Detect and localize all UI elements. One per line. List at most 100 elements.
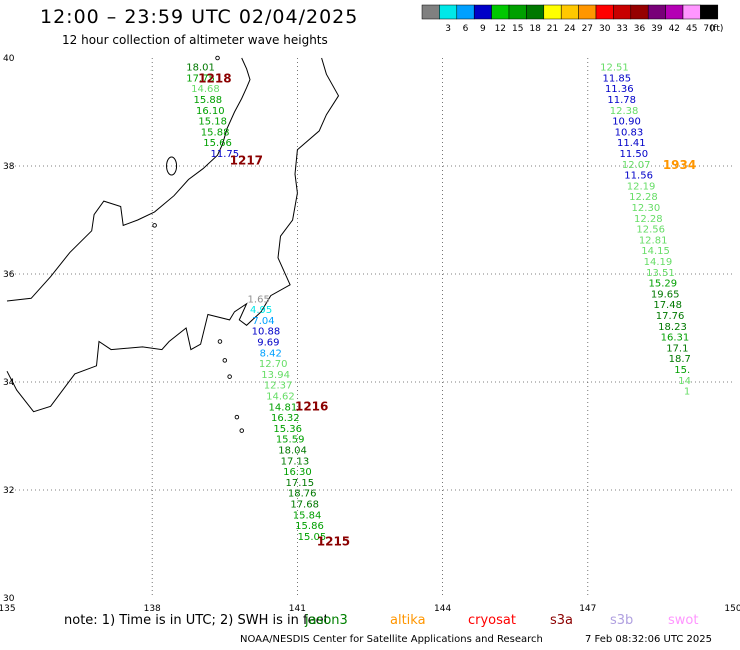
wave-height-reading: 15.36 <box>273 424 302 435</box>
wave-height-reading: 15.88 <box>194 95 223 106</box>
wave-height-reading: 10.90 <box>612 117 641 128</box>
wave-height-reading: 15.84 <box>293 510 322 521</box>
wave-height-reading: 12.51 <box>600 63 629 74</box>
wave-height-reading: 17.68 <box>290 500 319 511</box>
altimeter-pass-1218: 18.0117.7514.6815.8816.1015.1815.8815.66… <box>186 63 239 160</box>
altimeter-pass-1934: 12.5111.8511.3611.7812.3810.9010.8311.41… <box>600 63 691 398</box>
mission-label-s3a: s3a <box>550 613 574 628</box>
wave-height-reading: 18.23 <box>658 322 687 333</box>
altimeter-pass-1216: 1.654.957.0410.889.698.4212.7013.9412.37… <box>248 294 327 543</box>
wave-height-reading: 12.38 <box>610 106 639 117</box>
wave-height-reading: 17.13 <box>281 456 310 467</box>
wave-height-reading: 15.59 <box>276 435 305 446</box>
wave-height-reading: 14.15 <box>641 246 670 257</box>
wave-height-reading: 18.7 <box>669 354 691 365</box>
wave-height-reading: 18.01 <box>186 63 215 74</box>
coastline-east <box>6 57 340 413</box>
wave-height-reading: 16.32 <box>271 413 300 424</box>
legend-tick-label: 9 <box>480 24 486 34</box>
legend-unit: (ft) <box>710 24 724 34</box>
wave-height-reading: 16.30 <box>283 467 312 478</box>
wave-height-reading: 9.69 <box>257 338 279 349</box>
wave-height-reading: 16.10 <box>196 106 225 117</box>
legend-swatch <box>700 4 719 20</box>
wave-height-reading: 11.50 <box>619 149 648 160</box>
page-title: 12:00 – 23:59 UTC 02/04/2025 <box>40 6 359 28</box>
lat-tick-label: 34 <box>3 378 15 388</box>
wave-height-reading: 14.81 <box>269 402 298 413</box>
pass-id-label: 1216 <box>295 399 328 413</box>
mission-label-altika: altika <box>390 613 426 628</box>
island-outline <box>215 55 220 61</box>
lon-tick-label: 144 <box>434 604 451 614</box>
wave-height-reading: 15.88 <box>201 127 230 138</box>
wave-height-reading: 11.41 <box>617 138 646 149</box>
legend-tick-label: 33 <box>616 24 627 34</box>
legend-tick-label: 3 <box>445 24 451 34</box>
wave-height-reading: 12.81 <box>639 235 668 246</box>
wave-height-reading: 11.85 <box>603 73 632 84</box>
mission-label-cryosat: cryosat <box>468 613 516 628</box>
legend-tick-label: 21 <box>547 24 558 34</box>
pass-id-label: 1218 <box>198 72 231 86</box>
wave-height-reading: 15.29 <box>648 279 677 290</box>
wave-height-reading: 17.76 <box>656 311 685 322</box>
lon-tick-label: 150 <box>724 604 740 614</box>
legend-tick-label: 18 <box>529 24 541 34</box>
wave-height-reading: 1 <box>684 387 690 398</box>
legend-tick-label: 24 <box>564 24 576 34</box>
wave-height-reading: 19.65 <box>651 289 680 300</box>
island-outline <box>227 374 232 379</box>
wave-height-reading: 12.28 <box>634 214 663 225</box>
mission-label-jason3: jason3 <box>305 613 348 628</box>
island-outline <box>152 223 157 228</box>
pass-id-label: 1215 <box>317 534 350 548</box>
island-outline <box>222 358 228 363</box>
legend-tick-label: 15 <box>512 24 523 34</box>
page-subtitle: 12 hour collection of altimeter wave hei… <box>62 33 328 47</box>
mission-label-s3b: s3b <box>610 613 634 628</box>
lat-tick-label: 32 <box>3 486 14 496</box>
map-gridlines <box>7 58 733 598</box>
wave-height-reading: 18.76 <box>288 489 317 500</box>
lat-tick-label: 30 <box>3 594 15 604</box>
lon-tick-label: 141 <box>289 604 306 614</box>
island-outline <box>166 156 178 176</box>
legend-tick-label: 36 <box>634 24 646 34</box>
wave-height-reading: 12.30 <box>632 203 661 214</box>
wave-height-reading: 12.37 <box>264 381 293 392</box>
wave-height-reading: 17.48 <box>653 300 682 311</box>
legend-tick-label: 30 <box>599 24 611 34</box>
wave-height-reading: 15.66 <box>203 138 232 149</box>
wave-height-reading: 17.15 <box>285 478 314 489</box>
wave-height-reading: 10.83 <box>615 127 644 138</box>
wave-height-reading: 14.62 <box>266 392 295 403</box>
wave-height-reading: 12.07 <box>622 160 651 171</box>
wave-height-reading: 18.04 <box>278 446 307 457</box>
coastline-west <box>6 57 251 302</box>
wave-height-reading: 10.88 <box>252 327 281 338</box>
wave-height-reading: 13.94 <box>261 370 290 381</box>
pass-id-label: 1934 <box>663 158 696 172</box>
lat-tick-label: 36 <box>3 270 15 280</box>
wave-height-reading: 12.70 <box>259 359 288 370</box>
legend-tick-label: 70 <box>703 24 715 34</box>
island-outline <box>239 428 244 433</box>
wave-height-reading: 11.36 <box>605 84 634 95</box>
wave-height-reading: 12.28 <box>629 192 658 203</box>
pass-id-label: 1217 <box>230 154 263 168</box>
wave-height-reading: 14.68 <box>191 84 220 95</box>
wave-height-reading: 12.56 <box>636 225 665 236</box>
wave-height-reading: 16.31 <box>661 333 690 344</box>
wave-height-reading: 13.51 <box>646 268 675 279</box>
legend-tick-label: 27 <box>582 24 593 34</box>
legend-tick-label: 45 <box>686 24 697 34</box>
wave-height-reading: 11.78 <box>607 95 636 106</box>
lon-tick-label: 135 <box>0 604 16 614</box>
wave-height-reading: 15.18 <box>198 117 227 128</box>
island-outline <box>217 339 223 344</box>
wave-height-reading: 14 <box>678 376 691 387</box>
wave-height-reading: 15.05 <box>298 532 327 543</box>
legend-tick-label: 12 <box>495 24 506 34</box>
